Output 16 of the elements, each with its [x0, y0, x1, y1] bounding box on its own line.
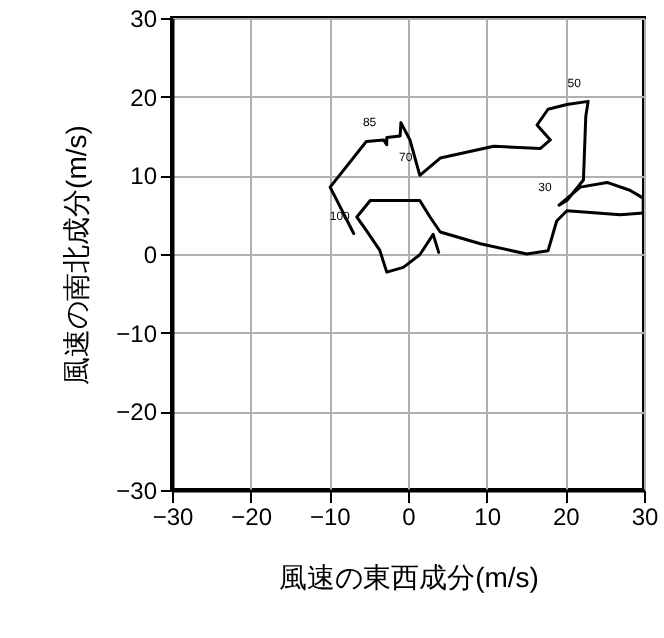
x-tick-label: 0	[402, 503, 417, 531]
x-tick-label: 20	[552, 503, 581, 531]
y-tick-label: −10	[116, 319, 158, 348]
x-tick-label: 30	[631, 503, 659, 531]
x-tick-label: −10	[309, 503, 352, 531]
y-tick-label: 10	[130, 162, 158, 191]
y-tick-label: 20	[130, 83, 158, 112]
y-axis-title: 風速の南北成分(m/s)	[60, 125, 93, 385]
y-tick-label: 0	[143, 241, 158, 269]
x-tick-label: −20	[231, 503, 273, 531]
y-tick-label: 30	[130, 5, 158, 33]
y-tick-label: −30	[116, 477, 158, 505]
x-axis-title: 風速の東西成分(m/s)	[279, 561, 539, 593]
x-tick-label: 10	[474, 503, 502, 531]
y-tick-label: −20	[116, 398, 158, 427]
x-tick-label: −30	[152, 503, 194, 531]
